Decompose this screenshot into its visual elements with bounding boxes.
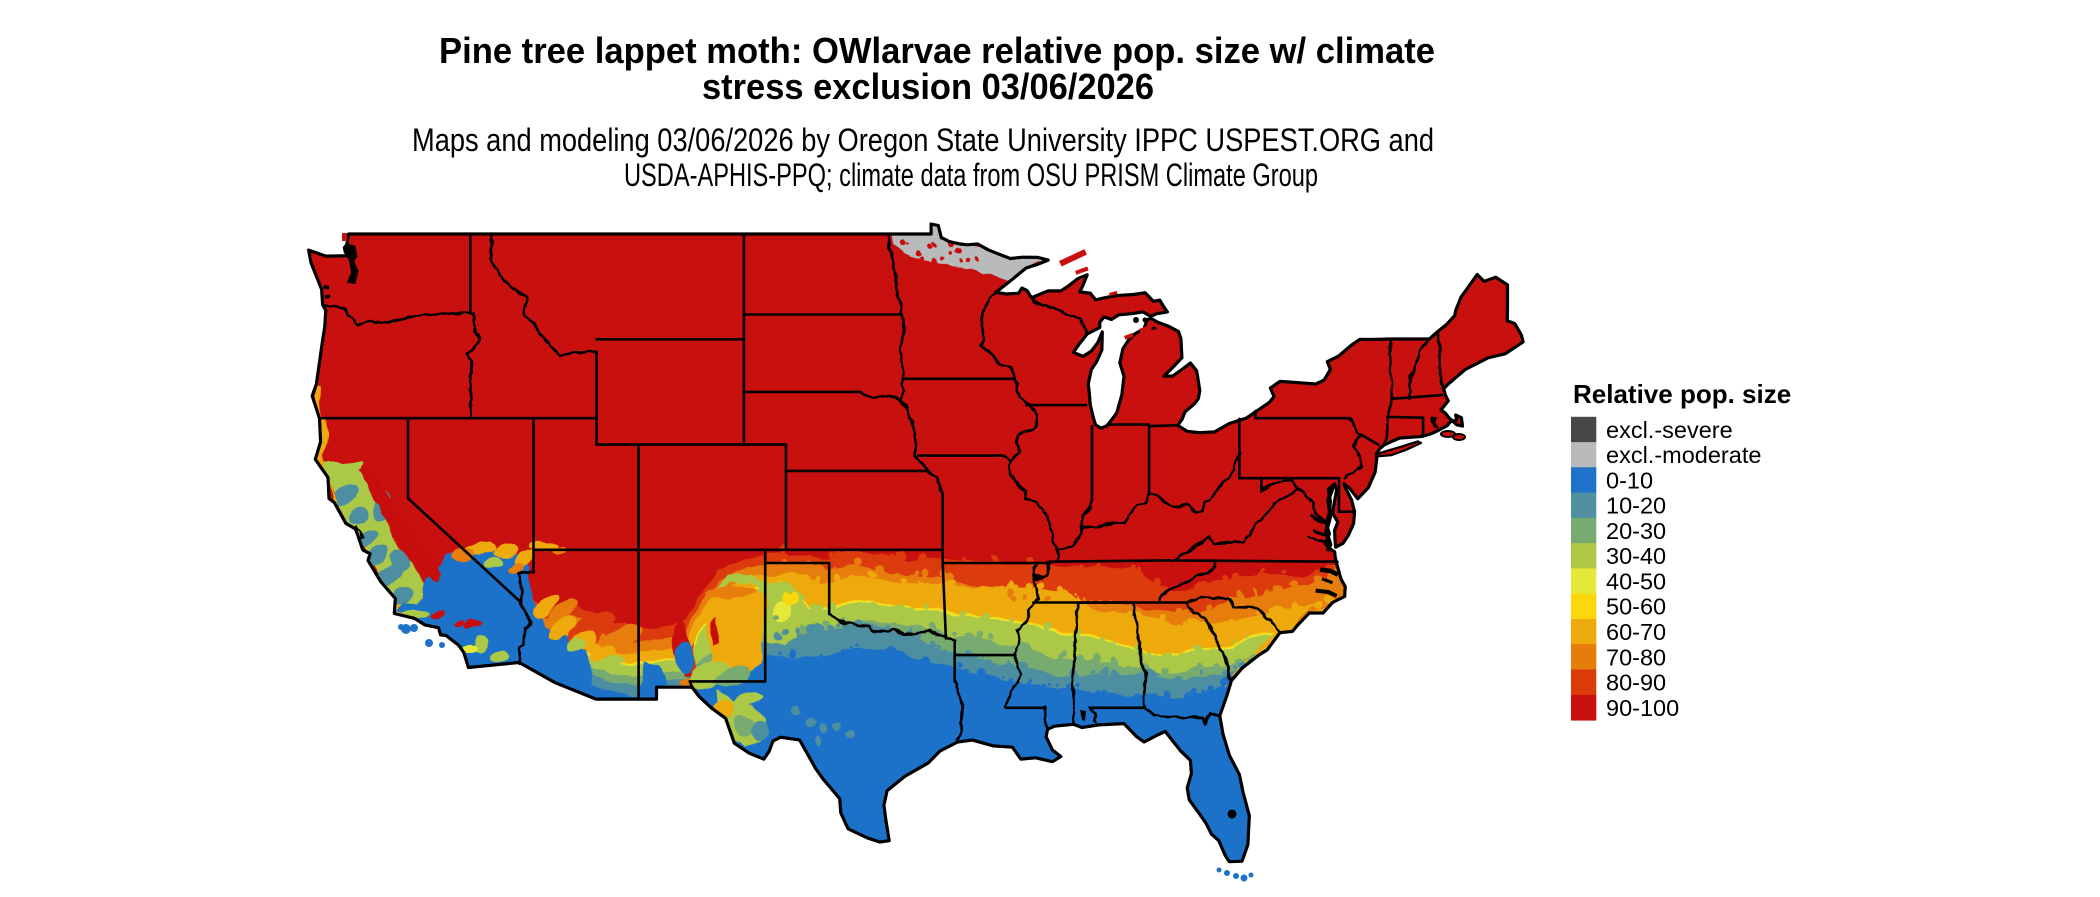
svg-text:excl.-severe: excl.-severe — [1606, 417, 1733, 443]
svg-text:0-10: 0-10 — [1606, 467, 1653, 493]
svg-text:Relative pop. size: Relative pop. size — [1573, 379, 1791, 409]
svg-text:50-60: 50-60 — [1606, 594, 1666, 620]
svg-text:80-90: 80-90 — [1606, 670, 1666, 696]
svg-text:10-20: 10-20 — [1606, 493, 1666, 519]
svg-text:60-70: 60-70 — [1606, 619, 1666, 645]
svg-text:excl.-moderate: excl.-moderate — [1606, 442, 1761, 468]
svg-text:20-30: 20-30 — [1606, 518, 1666, 544]
svg-text:70-80: 70-80 — [1606, 644, 1666, 670]
svg-text:stress exclusion 03/06/2026: stress exclusion 03/06/2026 — [702, 66, 1154, 107]
svg-text:Pine tree lappet moth: OWlarva: Pine tree lappet moth: OWlarvae relative… — [439, 30, 1435, 71]
svg-text:40-50: 40-50 — [1606, 569, 1666, 595]
svg-text:USDA-APHIS-PPQ; climate data f: USDA-APHIS-PPQ; climate data from OSU PR… — [624, 157, 1318, 193]
svg-text:Maps and modeling 03/06/2026 b: Maps and modeling 03/06/2026 by Oregon S… — [412, 122, 1434, 158]
svg-text:90-100: 90-100 — [1606, 695, 1679, 721]
svg-text:30-40: 30-40 — [1606, 543, 1666, 569]
